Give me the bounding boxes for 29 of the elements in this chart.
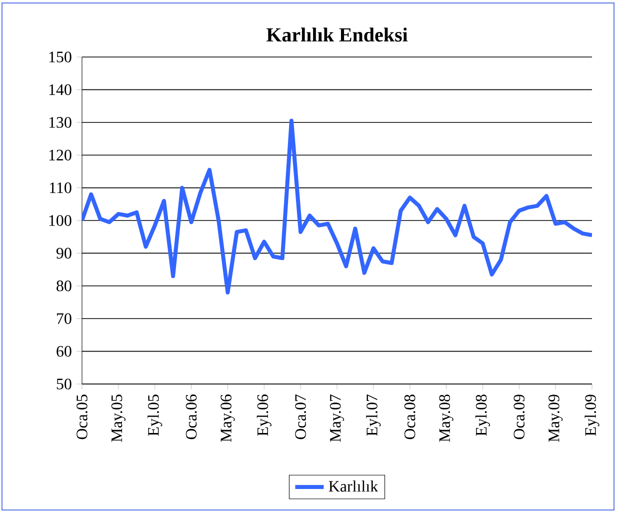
y-tick-label: 90 bbox=[56, 248, 72, 259]
x-tick-label: Eyl.07 bbox=[366, 394, 381, 436]
y-tick-label: 150 bbox=[49, 52, 72, 62]
x-tick-label: Oca.08 bbox=[404, 394, 416, 440]
x-tick-label: May.05 bbox=[111, 394, 126, 442]
y-tick-label: 110 bbox=[50, 182, 72, 194]
x-tick-label: May.06 bbox=[220, 394, 235, 442]
y-tick-label: 80 bbox=[56, 280, 72, 292]
y-tick-label: 100 bbox=[49, 215, 72, 226]
x-tick-label: May.09 bbox=[548, 394, 563, 442]
x-tick-label: Eyl.08 bbox=[475, 394, 490, 436]
x-tick-label: Eyl.09 bbox=[584, 394, 600, 436]
y-tick-label: 130 bbox=[49, 117, 72, 128]
x-tick-label: Oca.09 bbox=[514, 394, 525, 440]
legend-label: Karlılık bbox=[328, 480, 378, 492]
x-tick-label: Oca.07 bbox=[295, 394, 306, 440]
y-tick-label: 50 bbox=[56, 378, 72, 390]
chart-title: Karlılık Endeksi bbox=[266, 28, 408, 42]
y-tick-label: 120 bbox=[49, 150, 72, 160]
x-tick-label: Eyl.06 bbox=[256, 394, 272, 436]
y-tick-label: 60 bbox=[56, 346, 72, 357]
x-tick-label: May.08 bbox=[439, 394, 454, 442]
x-tick-label: Eyl.05 bbox=[148, 394, 162, 436]
y-tick-label: 140 bbox=[49, 84, 72, 96]
x-tick-label: Oca.05 bbox=[76, 394, 88, 440]
x-tick-label: Oca.06 bbox=[186, 394, 197, 440]
y-tick-label: 70 bbox=[57, 313, 72, 324]
x-tick-label: May.07 bbox=[330, 394, 344, 442]
line-series bbox=[82, 118, 592, 294]
